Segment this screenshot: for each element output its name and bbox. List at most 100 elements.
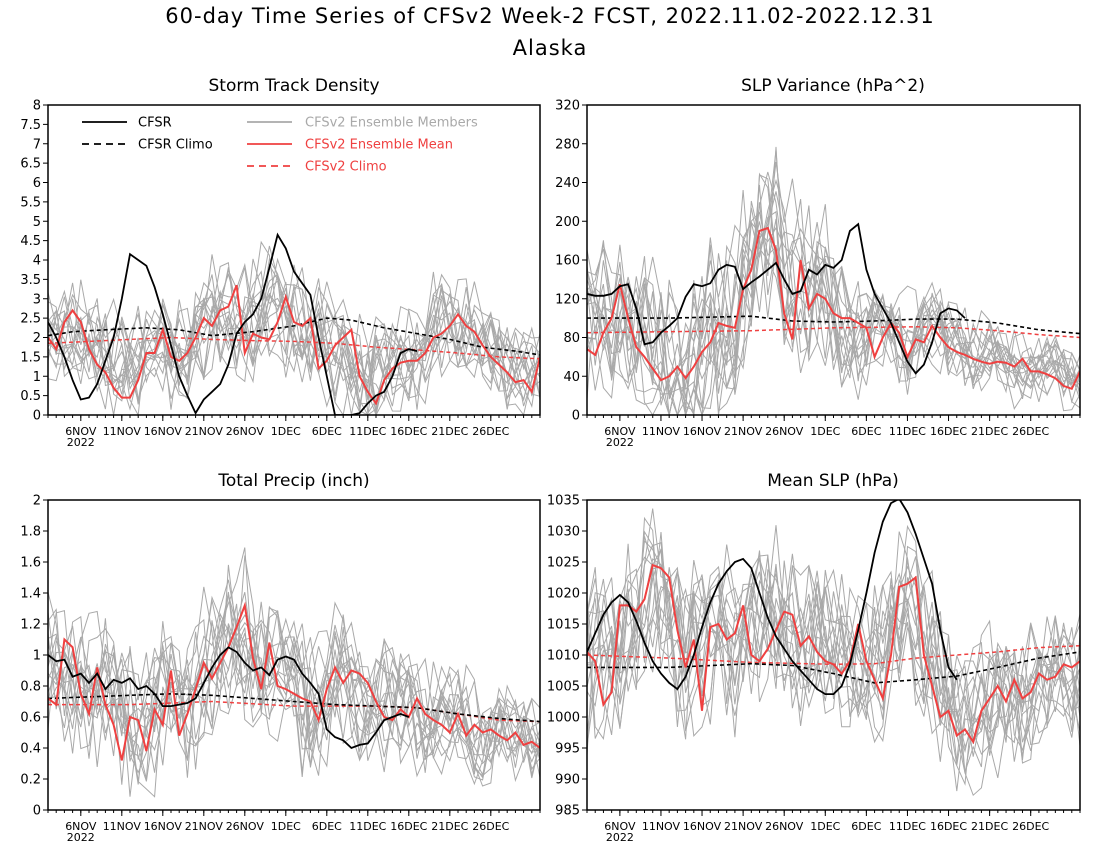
legend-label: CFSv2 Ensemble Members xyxy=(305,116,478,131)
y-tick-label: 1015 xyxy=(547,618,580,633)
y-tick-label: 0.6 xyxy=(20,711,41,726)
ensemble-member-line xyxy=(48,633,540,781)
x-tick-label: 16NOV xyxy=(144,820,183,833)
ensemble-member-line xyxy=(48,586,540,785)
cfsr-climo-line xyxy=(48,692,540,723)
chart-panel-1: Storm Track Density 0 0.5 1 1.5 2 2.5 3 3.5 4 4.5 5… xyxy=(20,76,541,449)
ensemble-member-line xyxy=(48,610,540,782)
x-tick-label: 6DEC xyxy=(312,820,342,833)
x-tick-label: 11NOV xyxy=(642,425,681,438)
y-tick-label: 200 xyxy=(555,215,580,230)
y-tick-label: 6 xyxy=(33,176,41,191)
ensemble-member-line xyxy=(48,609,540,773)
ensemble-member-line xyxy=(587,218,1080,413)
cfsr-line xyxy=(48,232,418,415)
ensemble-member-line xyxy=(48,257,540,408)
x-tick-label: 26DEC xyxy=(1012,820,1049,833)
x-year-label: 2022 xyxy=(606,436,634,449)
y-tick-label: 0.5 xyxy=(20,389,41,404)
y-tick-label: 0.8 xyxy=(20,680,41,695)
y-tick-label: 1.6 xyxy=(20,556,41,571)
chart-panel-4: Mean SLP (hPa) 985 990 995 1000 1005 1010 1015 1… xyxy=(547,471,1081,844)
legend-label: CFSR xyxy=(138,116,172,131)
x-tick-label: 21DEC xyxy=(971,820,1008,833)
ensemble-member-line xyxy=(587,146,1080,412)
series-group xyxy=(48,547,540,798)
x-tick-label: 6DEC xyxy=(851,425,881,438)
ensemble-member-line xyxy=(48,270,540,415)
x-tick-label: 16DEC xyxy=(930,425,967,438)
y-tick-label: 1000 xyxy=(547,711,580,726)
y-tick-label: 120 xyxy=(555,292,580,307)
panel-title: SLP Variance (hPa^2) xyxy=(741,76,925,96)
x-tick-label: 26DEC xyxy=(472,820,509,833)
cfsr-line xyxy=(587,500,958,695)
ensemble-member-line xyxy=(587,544,1080,766)
ensemble-mean-line xyxy=(587,226,1080,391)
ensemble-member-line xyxy=(587,207,1080,415)
ensemble-member-line xyxy=(48,262,540,415)
y-tick-label: 1 xyxy=(33,370,41,385)
panel-title: Total Precip (inch) xyxy=(217,471,369,491)
legend-label: CFSv2 Climo xyxy=(305,160,387,175)
y-tick-label: 1.8 xyxy=(20,525,41,540)
chart-panel-3: Total Precip (inch) 0 0.2 0.4 0.6 0.8 1 1.2 1.4 1… xyxy=(20,471,541,844)
ensemble-member-line xyxy=(587,184,1080,415)
x-year-label: 2022 xyxy=(67,436,95,449)
y-tick-label: 990 xyxy=(555,773,580,788)
x-tick-label: 11NOV xyxy=(103,425,142,438)
x-year-label: 2022 xyxy=(606,831,634,844)
figure-subtitle: Alaska xyxy=(512,36,588,60)
ensemble-member-line xyxy=(48,591,540,797)
y-tick-label: 7 xyxy=(33,137,41,152)
series-group xyxy=(587,146,1080,415)
cfsr-climo-line xyxy=(587,651,1080,684)
y-tick-label: 160 xyxy=(555,254,580,269)
x-tick-label: 11NOV xyxy=(642,820,681,833)
x-tick-label: 26NOV xyxy=(226,820,265,833)
y-tick-label: 5.5 xyxy=(20,195,41,210)
y-tick-label: 40 xyxy=(563,370,580,385)
ensemble-member-line xyxy=(48,262,540,415)
panel-title: Storm Track Density xyxy=(208,76,379,96)
y-tick-label: 985 xyxy=(555,804,580,819)
y-tick-label: 1020 xyxy=(547,587,580,602)
legend: CFSR CFSR Climo CFSv2 Ensemble Members CFSv… xyxy=(82,116,478,175)
ensemble-member-line xyxy=(48,547,540,776)
ensemble-mean-line xyxy=(48,601,540,761)
x-tick-label: 11DEC xyxy=(889,820,926,833)
x-tick-label: 6DEC xyxy=(312,425,342,438)
y-tick-label: 2.5 xyxy=(20,312,41,327)
y-tick-label: 1010 xyxy=(547,649,580,664)
y-tick-label: 320 xyxy=(555,99,580,114)
x-tick-label: 11DEC xyxy=(889,425,926,438)
y-tick-label: 7.5 xyxy=(20,118,41,133)
x-tick-label: 16DEC xyxy=(930,820,967,833)
y-tick-label: 80 xyxy=(563,331,580,346)
ensemble-member-line xyxy=(48,612,540,770)
x-tick-label: 1DEC xyxy=(810,425,840,438)
y-tick-label: 0.4 xyxy=(20,742,41,757)
y-tick-label: 4 xyxy=(33,254,41,269)
y-tick-label: 0 xyxy=(33,409,41,424)
legend-label: CFSR Climo xyxy=(138,138,213,153)
x-tick-label: 26NOV xyxy=(765,425,804,438)
cfsr-climo-line xyxy=(48,317,540,356)
x-tick-label: 21DEC xyxy=(431,425,468,438)
x-tick-label: 1DEC xyxy=(271,425,301,438)
x-tick-label: 16DEC xyxy=(390,820,427,833)
x-tick-label: 21NOV xyxy=(185,425,224,438)
x-tick-label: 6DEC xyxy=(851,820,881,833)
y-tick-label: 0.2 xyxy=(20,773,41,788)
x-tick-label: 6NOV xyxy=(65,425,97,438)
y-tick-label: 2 xyxy=(33,331,41,346)
x-tick-label: 16NOV xyxy=(144,425,183,438)
y-tick-label: 1005 xyxy=(547,680,580,695)
panel-title: Mean SLP (hPa) xyxy=(767,471,899,491)
y-tick-label: 0 xyxy=(572,409,580,424)
x-tick-label: 1DEC xyxy=(810,820,840,833)
y-tick-label: 1 xyxy=(33,649,41,664)
x-tick-label: 21NOV xyxy=(185,820,224,833)
x-tick-label: 1DEC xyxy=(271,820,301,833)
